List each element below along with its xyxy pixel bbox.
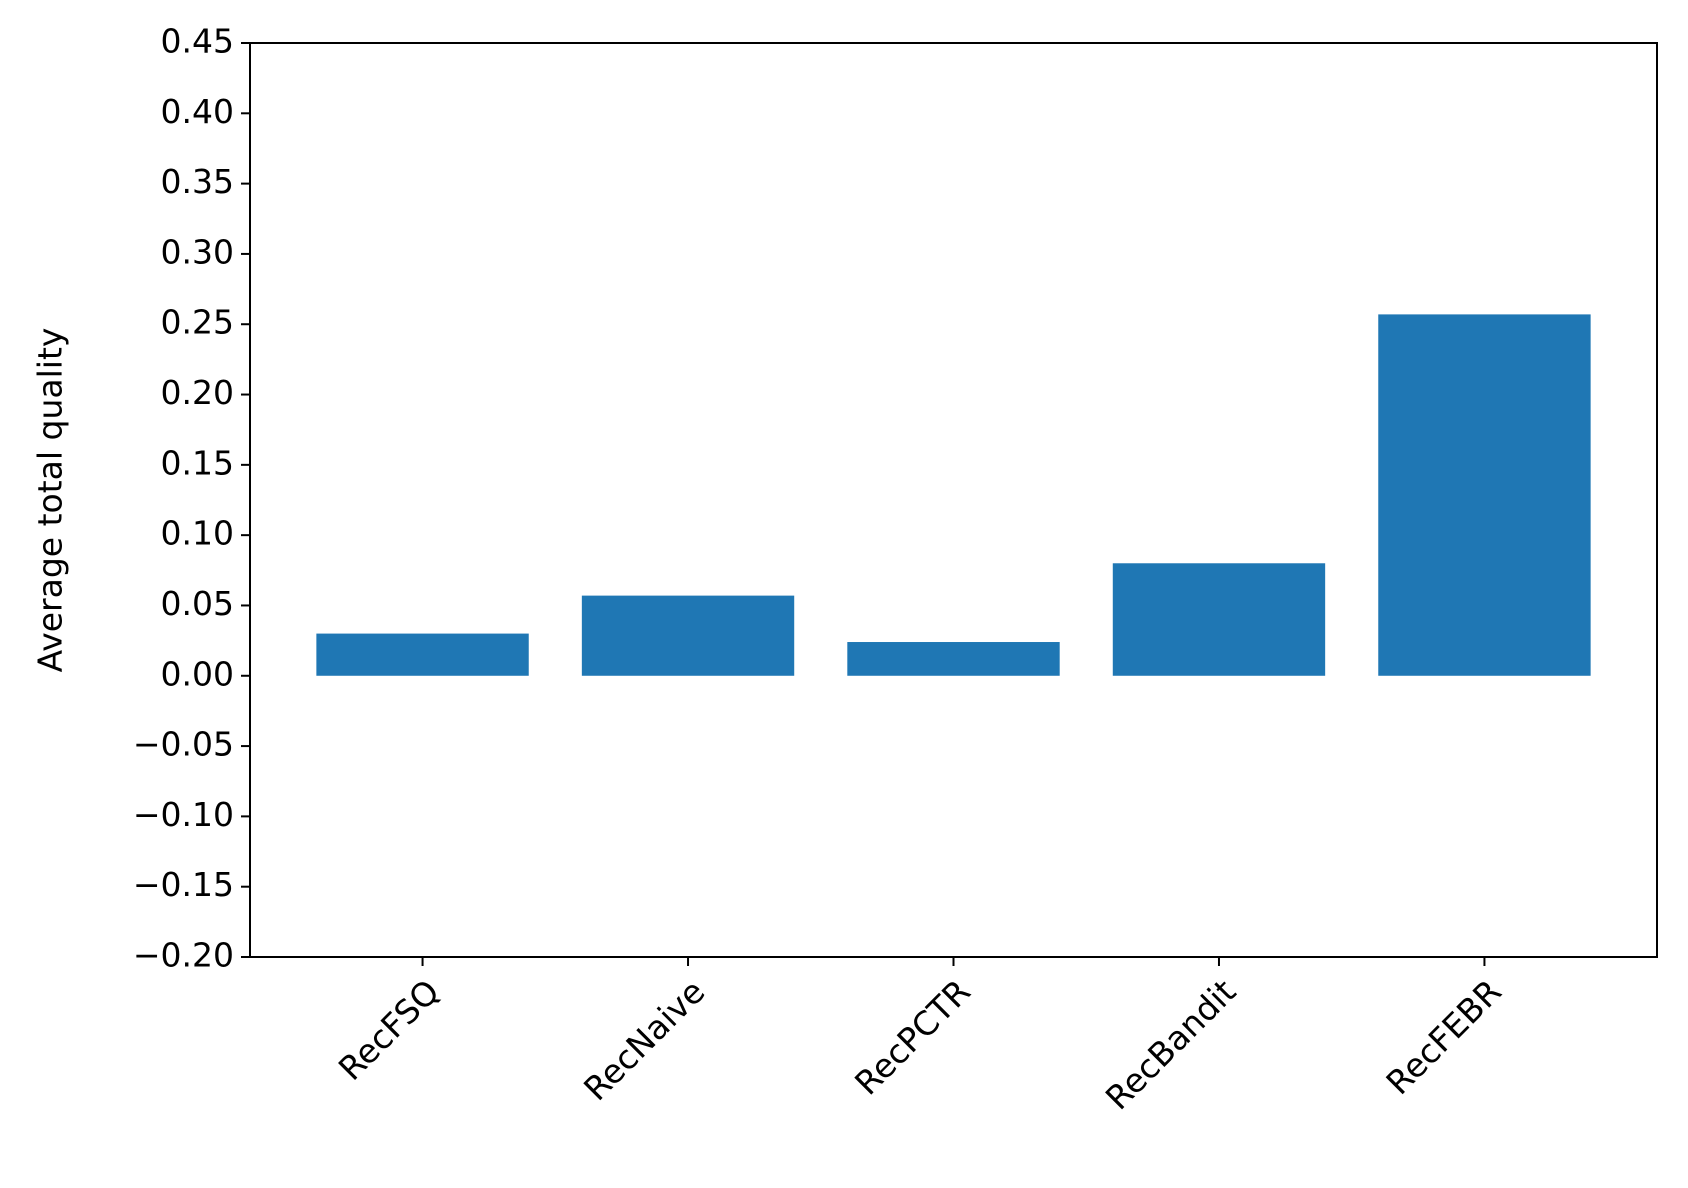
y-tick-label: 0.35 (161, 162, 234, 201)
y-tick-label: −0.15 (133, 865, 234, 904)
bar (581, 595, 795, 676)
y-tick-label: 0.45 (161, 22, 234, 61)
y-tick-label: −0.05 (133, 725, 234, 764)
y-tick-label: 0.10 (161, 514, 234, 553)
x-tick-label: RecPCTR (847, 972, 978, 1103)
bar (1378, 314, 1591, 676)
x-tick-label: RecNaive (576, 972, 712, 1108)
plot-frame (249, 42, 1658, 958)
y-tick-label: 0.15 (161, 443, 234, 482)
bar (847, 642, 1060, 676)
y-tick-label: 0.00 (161, 654, 234, 693)
bar (1112, 563, 1326, 676)
y-tick-label: 0.20 (161, 373, 234, 412)
x-tick-label: RecBandit (1098, 972, 1244, 1118)
y-tick-label: 0.25 (161, 303, 234, 342)
y-tick-label: 0.40 (161, 92, 234, 131)
x-tick-label: RecFSQ (331, 972, 447, 1088)
y-tick-label: 0.05 (161, 584, 234, 623)
x-tick-label: RecFEBR (1379, 972, 1509, 1102)
y-axis-label: Average total quality (31, 328, 70, 673)
y-tick-label: −0.10 (133, 795, 234, 834)
bar (316, 633, 529, 676)
y-tick-label: 0.30 (161, 232, 234, 271)
y-tick-label: −0.20 (133, 936, 234, 975)
